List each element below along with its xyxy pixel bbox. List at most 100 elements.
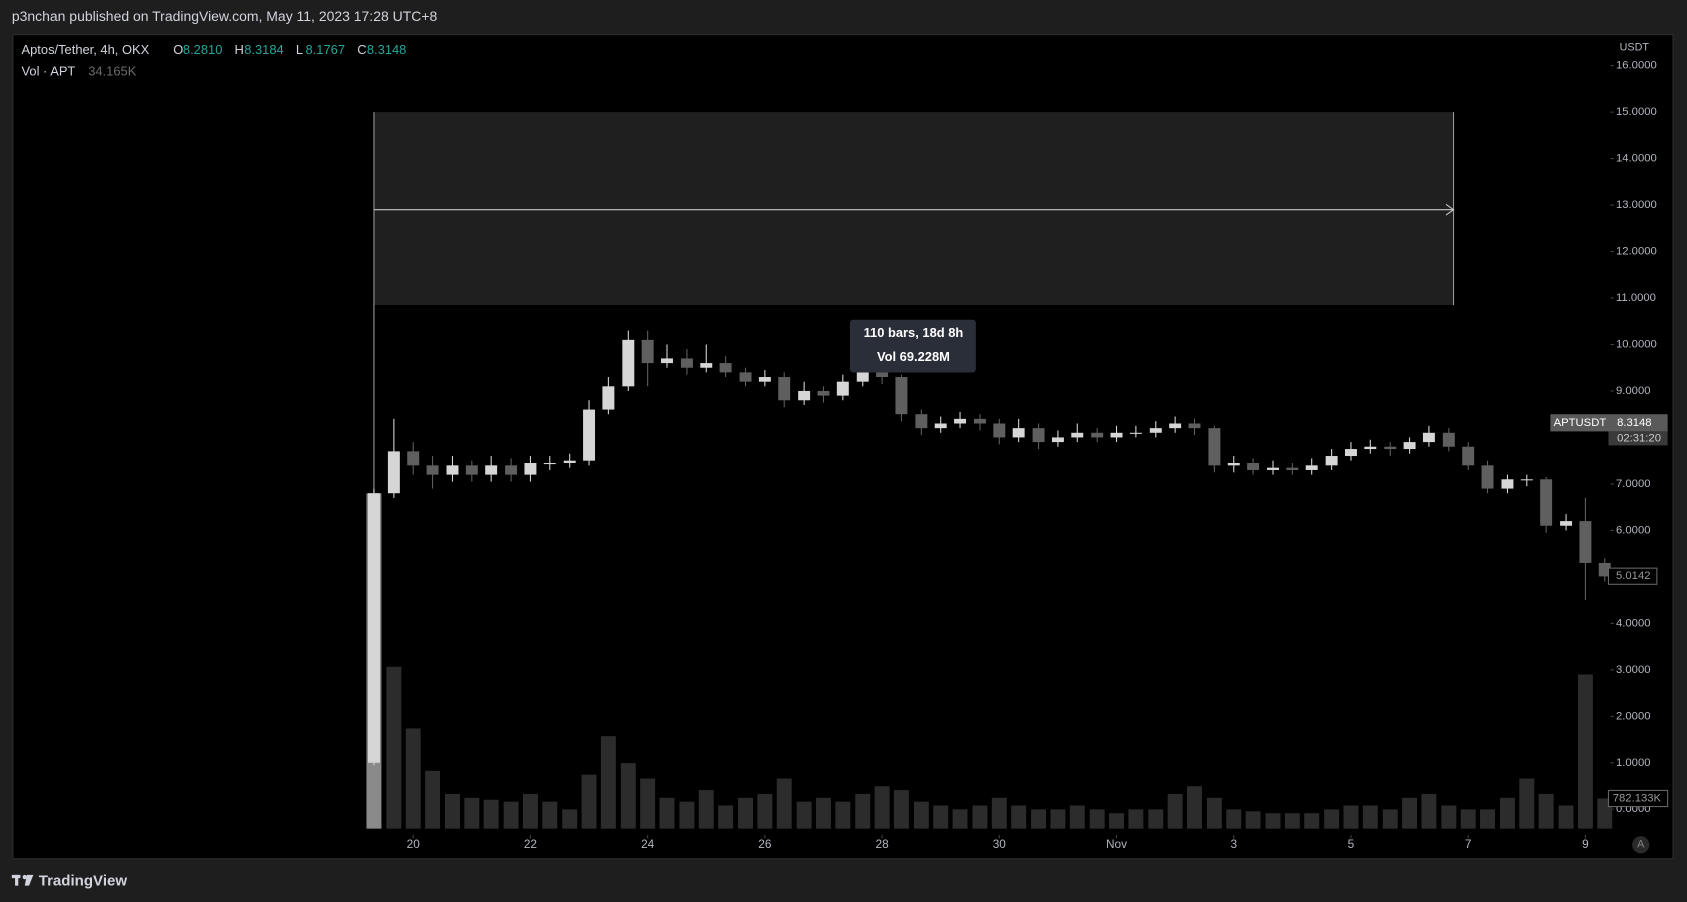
y-tick-label: 12.0000	[1616, 246, 1657, 258]
candle-body	[1344, 449, 1357, 457]
volume-bar	[386, 666, 402, 829]
candle-body	[876, 372, 889, 378]
last-price-box	[1607, 567, 1658, 585]
measure-tooltip	[849, 319, 976, 373]
countdown: 02:31:20	[1617, 432, 1661, 444]
measure-box	[373, 112, 1454, 305]
candle-body	[700, 363, 713, 368]
volume-bar	[1362, 805, 1378, 829]
measure-tooltip-text: Vol 69.228M	[877, 349, 950, 364]
candle-body	[1286, 467, 1299, 470]
logo-part	[22, 874, 27, 880]
y-tick-label: 15.0000	[1616, 106, 1657, 118]
volume-bar	[1402, 797, 1418, 829]
volume-bar	[640, 778, 656, 829]
candle-body	[817, 390, 830, 396]
volume-bar	[1265, 813, 1281, 829]
candle-body	[543, 463, 556, 465]
volume-bar	[1304, 813, 1320, 829]
volume-bar	[445, 793, 460, 829]
candle-body	[1267, 467, 1279, 470]
ohlc-value: 8.3148	[367, 42, 406, 57]
candle-body	[934, 423, 947, 429]
candle-body	[1149, 428, 1162, 433]
x-tick-label: 5	[1348, 837, 1355, 851]
ohlc-value: 8.1767	[306, 42, 345, 57]
candle-body	[1227, 463, 1240, 466]
volume-bar	[522, 793, 538, 829]
candle-body	[1598, 562, 1611, 577]
volume-bar	[855, 793, 871, 829]
countdown-box	[1608, 431, 1668, 446]
candle-body	[895, 377, 908, 415]
candle-body	[641, 339, 654, 364]
y-unit: USDT	[1620, 41, 1650, 53]
volume-bar	[1343, 805, 1359, 829]
candle-body	[465, 465, 478, 475]
volume-bar	[1480, 809, 1496, 829]
volume-bar	[1109, 813, 1125, 829]
y-tick-label: 9.0000	[1616, 385, 1651, 397]
auto-scale-button[interactable]	[1632, 836, 1650, 854]
candle-body	[563, 460, 576, 464]
candle-body	[836, 381, 849, 396]
volume-bar	[874, 786, 890, 829]
volume-bar	[991, 797, 1007, 829]
candle-body	[367, 493, 380, 763]
x-tick-label: 7	[1465, 837, 1472, 851]
plot: Aptos/Tether, 4h, OKX O 8.2810 H 8.3184 L 8.17…	[22, 42, 1669, 851]
volume-bar	[1460, 809, 1476, 829]
candle-body	[1462, 446, 1475, 466]
candle-body	[1384, 446, 1397, 450]
measure-arrow-head	[1445, 203, 1455, 216]
y-tick-label: 10.0000	[1616, 338, 1657, 350]
volume-bar	[972, 805, 988, 829]
x-tick-label: 30	[993, 837, 1007, 851]
y-tick-label: 1.0000	[1616, 757, 1651, 769]
volume-bar	[1148, 809, 1164, 829]
x-tick-label: 28	[876, 837, 890, 851]
candle-body	[1110, 432, 1123, 438]
candle-body	[915, 414, 928, 429]
candle-body	[407, 451, 420, 466]
y-tick-label: 7.0000	[1616, 478, 1651, 490]
volume-bar	[1558, 805, 1574, 829]
candle-body	[1481, 465, 1494, 489]
ohlc-key: C	[357, 42, 366, 57]
candle-body	[1188, 423, 1201, 429]
volume-bar	[1382, 809, 1398, 829]
candle-body	[1091, 432, 1104, 438]
logo-part	[15, 874, 19, 886]
volume-bar	[933, 805, 949, 829]
auto-scale-label[interactable]: A	[1637, 839, 1645, 851]
candle-body	[680, 358, 693, 368]
volume-bar	[1011, 805, 1027, 829]
publish-header: p3nchan published on TradingView.com, Ma…	[12, 8, 438, 24]
candle-body	[1364, 446, 1377, 450]
x-tick-label: Nov	[1106, 837, 1127, 851]
x-tick-label: 20	[407, 837, 421, 851]
volume-bar	[1089, 809, 1105, 829]
candle-body	[524, 463, 537, 475]
candle-body	[1403, 442, 1416, 450]
last-volume-box	[1607, 789, 1669, 808]
measure-tooltip-text: 110 bars, 18d 8h	[864, 325, 964, 340]
volume-bar	[816, 797, 831, 829]
candle-body	[778, 377, 791, 401]
candle-body	[1325, 456, 1338, 466]
volume-bar	[1031, 809, 1047, 829]
candle-body	[583, 409, 596, 461]
volume-bar	[1324, 809, 1340, 829]
candle-body	[1520, 479, 1533, 481]
ohlc-key: L	[296, 42, 303, 57]
candle-body	[1012, 428, 1025, 438]
logo-part	[24, 874, 34, 886]
y-tick-label: 3.0000	[1616, 664, 1651, 676]
candle-body	[426, 465, 439, 475]
candle-body	[1247, 463, 1260, 470]
price-marker-value: 8.3148	[1617, 417, 1652, 429]
volume-bar	[738, 797, 754, 829]
volume-bar	[483, 799, 499, 829]
volume-bar	[952, 809, 968, 829]
